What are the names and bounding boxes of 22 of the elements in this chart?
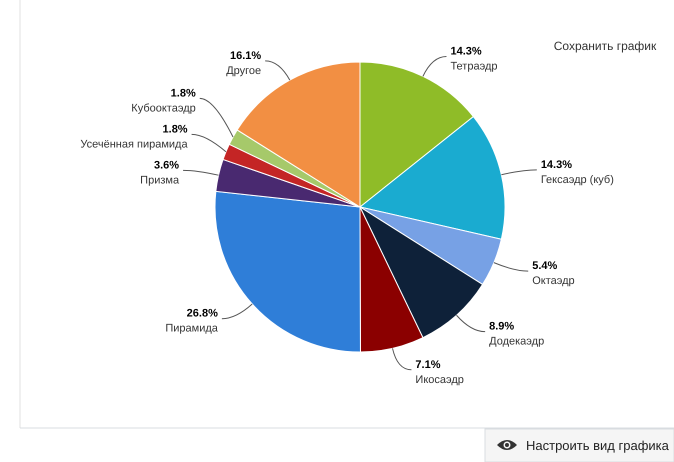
data-label: 7.1% xyxy=(415,358,441,371)
slice-label: Пирамида xyxy=(165,322,219,335)
slice-label: Другое xyxy=(226,64,262,77)
slice-label: Кубооктаэдр xyxy=(131,102,196,114)
data-label: 3.6% xyxy=(154,159,180,172)
data-label: 8.9% xyxy=(489,320,514,333)
slice-label: Тетраэдр xyxy=(450,60,498,73)
data-label: 26.8% xyxy=(186,308,218,320)
slice-label: Призма xyxy=(140,174,180,186)
slice-label: Додекаэдр xyxy=(489,336,544,348)
slice-label: Октаэдр xyxy=(532,275,575,288)
data-label: 14.3% xyxy=(540,158,572,171)
data-label: 16.1% xyxy=(230,50,262,62)
slice-label: Гексаэдр (куб) xyxy=(540,174,614,186)
slice-label: Усечённая пирамида xyxy=(80,138,188,150)
text: Настроить вид графика xyxy=(526,438,670,453)
data-label: 1.8% xyxy=(170,87,196,100)
slice-label: Икосаэдр xyxy=(415,374,464,386)
data-label: 1.8% xyxy=(162,123,188,136)
text: Сохранить график xyxy=(554,39,658,53)
data-label: 5.4% xyxy=(532,260,558,272)
data-label: 14.3% xyxy=(450,46,482,58)
